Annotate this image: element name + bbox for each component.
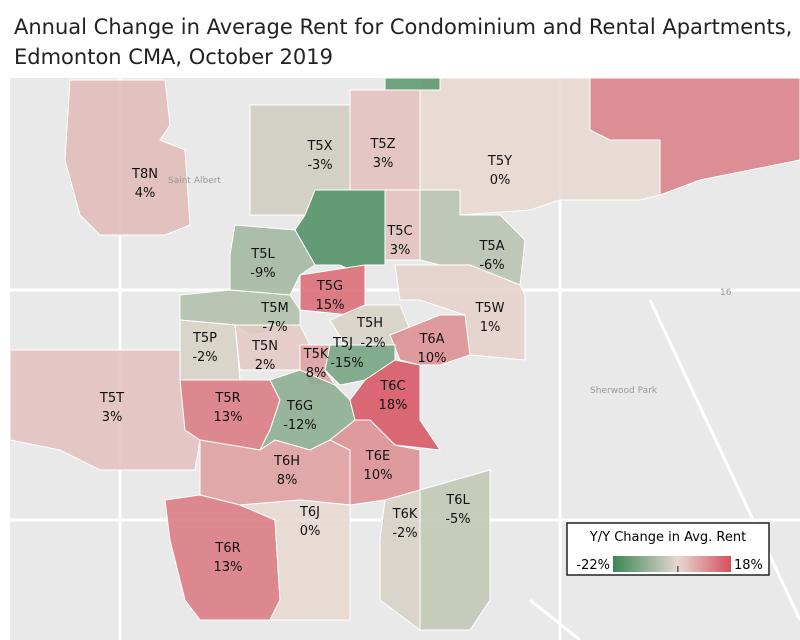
region-code: T5R: [214, 391, 240, 406]
region-value: 0%: [300, 524, 321, 539]
region-value: 1%: [480, 320, 501, 335]
region: [229, 224, 316, 296]
region-code: T6A: [418, 332, 444, 347]
region-value: -2%: [360, 336, 385, 351]
region-value: -2%: [192, 350, 217, 365]
legend-gradient: [613, 556, 731, 572]
region-code: T6K: [392, 507, 418, 522]
region-code: T5X: [306, 139, 332, 154]
region-code: T5J: [332, 336, 353, 351]
region: [9, 349, 201, 471]
region-code: T6C: [379, 379, 405, 394]
region: [199, 439, 351, 506]
region-value: 10%: [364, 468, 393, 483]
region-code: T5N: [251, 339, 278, 354]
region-code: T8N: [131, 167, 158, 182]
region-value: 10%: [418, 351, 447, 366]
title-line: Annual Change in Average Rent for Condom…: [14, 15, 793, 39]
region: [419, 469, 491, 631]
place-label: Sherwood Park: [590, 386, 658, 396]
region-code: T5P: [192, 331, 217, 346]
region-value: 3%: [102, 410, 123, 425]
region: [239, 499, 351, 621]
region-value: -2%: [392, 526, 417, 541]
region-code: T6H: [273, 454, 300, 469]
region-value: 8%: [277, 473, 298, 488]
region-code: T5M: [260, 301, 288, 316]
region: [379, 489, 421, 631]
region-code: T5Y: [487, 154, 512, 169]
region-value: 13%: [214, 410, 243, 425]
region-code: T5T: [99, 391, 124, 406]
region-code: T5A: [478, 239, 504, 254]
legend-min: -22%: [576, 558, 610, 573]
region-value: 13%: [214, 560, 243, 575]
region-code: T5Z: [369, 137, 395, 152]
place-label: Saint Albert: [168, 176, 221, 186]
region-value: 15%: [316, 298, 345, 313]
region-code: T5K: [303, 347, 329, 362]
region-code: T5L: [250, 247, 275, 262]
region-value: -7%: [262, 320, 287, 335]
region-value: 2%: [255, 358, 276, 373]
region-value: -6%: [479, 258, 504, 273]
region: [329, 419, 421, 506]
region-value: -12%: [283, 418, 317, 433]
legend-max: 18%: [734, 558, 763, 573]
region-code: T5H: [356, 316, 383, 331]
region-code: T5C: [386, 224, 412, 239]
region-value: -9%: [250, 266, 275, 281]
region: [419, 189, 526, 286]
region-code: T6J: [299, 505, 320, 520]
region: [64, 79, 191, 236]
region-code: T6G: [286, 399, 313, 414]
region: [389, 314, 471, 366]
legend-title: Y/Y Change in Avg. Rent: [589, 530, 746, 545]
region: [349, 359, 442, 451]
title-line: Edmonton CMA, October 2019: [14, 45, 333, 69]
regions: [9, 77, 800, 631]
region-value: 8%: [306, 366, 327, 381]
legend: Y/Y Change in Avg. Rent -22% 18%: [566, 522, 770, 576]
region-value: -5%: [445, 512, 470, 527]
region: [589, 77, 800, 196]
region-value: 3%: [373, 156, 394, 171]
region-code: T6E: [365, 449, 390, 464]
region-value: -15%: [330, 356, 364, 371]
region-code: T6R: [214, 541, 240, 556]
labels: T8N 4% T5X -3% T5Z 3% T5Y 0% T5C 3% T5A -6% T5L -9% T5…: [99, 137, 512, 575]
region-value: 0%: [490, 173, 511, 188]
region-value: -3%: [307, 158, 332, 173]
region-value: 18%: [379, 398, 408, 413]
title: Annual Change in Average Rent for Condom…: [14, 12, 792, 72]
region-code: T5W: [474, 301, 504, 316]
region-code: T5G: [316, 279, 343, 294]
region-code: T6L: [445, 493, 470, 508]
region: [384, 77, 441, 91]
region-value: 3%: [390, 243, 411, 258]
place-label: 16: [720, 288, 732, 298]
region-value: 4%: [135, 186, 156, 201]
